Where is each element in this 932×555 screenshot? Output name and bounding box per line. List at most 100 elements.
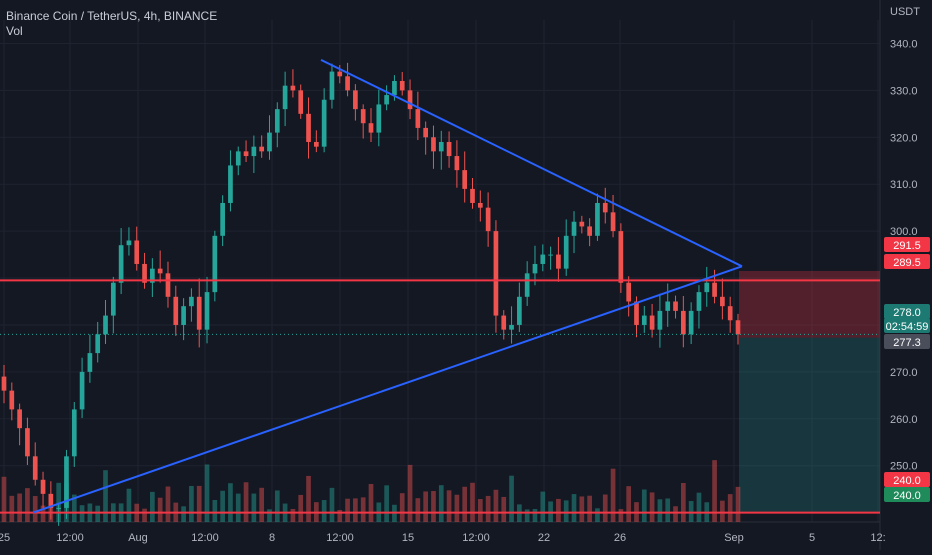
- volume-bar: [431, 491, 436, 522]
- candle-body: [563, 235, 569, 269]
- candle-body: [407, 90, 413, 110]
- candle-body: [126, 240, 132, 246]
- candle-body: [493, 231, 499, 316]
- volume-bar: [337, 509, 343, 522]
- candle-body: [641, 315, 647, 325]
- volume-bar: [493, 489, 499, 522]
- price-tag-box: [884, 472, 930, 487]
- candle-body: [392, 80, 397, 96]
- price-tick-label: 340.0: [890, 38, 918, 50]
- candle-body: [454, 156, 460, 171]
- candle-body: [524, 273, 530, 297]
- volume-bar: [579, 496, 585, 522]
- candle-body: [267, 132, 272, 152]
- price-tick-label: 250.0: [890, 461, 918, 473]
- candle-body: [32, 456, 38, 480]
- volume-bar: [657, 499, 663, 522]
- candle-body: [134, 240, 140, 264]
- volume-bar: [212, 499, 218, 522]
- candle-body: [415, 109, 421, 128]
- candle-body: [204, 292, 210, 330]
- time-tick-label: 12:00: [191, 532, 219, 544]
- volume-bar: [618, 509, 624, 522]
- candle-body: [290, 85, 296, 91]
- price-tag-box: [884, 304, 930, 319]
- candle-body: [228, 165, 233, 203]
- time-tick-label: 12:: [870, 532, 885, 544]
- candle-body: [438, 141, 444, 152]
- price-tag-label: 291.5: [893, 240, 921, 252]
- candle-body: [298, 90, 304, 114]
- candle-body: [704, 282, 710, 293]
- candle-body: [259, 146, 265, 152]
- volume-bar: [540, 491, 546, 522]
- volume-bar: [524, 509, 530, 522]
- candle-body: [345, 76, 350, 91]
- volume-bar: [649, 492, 655, 522]
- symbol-title: Binance Coin / TetherUS, 4h, BINANCE: [6, 9, 218, 23]
- volume-bar: [360, 497, 366, 522]
- candle-body: [40, 479, 46, 494]
- price-tag-box: [884, 487, 930, 502]
- candle-body: [71, 409, 77, 457]
- volume-bar: [298, 494, 304, 522]
- volume-bar: [235, 493, 241, 522]
- volume-bar: [423, 491, 429, 522]
- volume-bar: [563, 500, 569, 522]
- volume-bar: [477, 499, 483, 522]
- volume-bar: [9, 495, 15, 522]
- candle-body: [688, 310, 694, 335]
- volume-bar: [727, 494, 733, 522]
- price-tick-label: 310.0: [890, 179, 918, 191]
- candle-body: [95, 334, 101, 354]
- price-tag-box: [884, 237, 930, 252]
- candle-body: [9, 390, 15, 410]
- volume-bar: [17, 493, 22, 522]
- volume-bar: [204, 464, 210, 522]
- volume-bar: [165, 486, 171, 522]
- candle-body: [501, 315, 507, 330]
- candle-body: [423, 127, 429, 138]
- volume-bar: [470, 482, 475, 522]
- volume-bar: [556, 498, 561, 522]
- candle-body: [243, 151, 249, 157]
- candle-body: [610, 212, 616, 232]
- candle-body: [181, 306, 186, 325]
- volume-bar: [415, 498, 421, 522]
- volume-bar: [384, 485, 389, 522]
- candle-body: [602, 202, 608, 213]
- volume-bar: [610, 468, 616, 522]
- candle-body: [376, 104, 382, 133]
- price-tag-label: 277.3: [893, 337, 921, 349]
- volume-bar: [673, 506, 678, 522]
- candle-body: [595, 202, 600, 236]
- volume-bar: [454, 494, 460, 522]
- candle-body: [282, 85, 288, 110]
- candle-body: [220, 202, 225, 236]
- volume-bar: [56, 482, 62, 522]
- price-tag-label: 289.5: [893, 257, 921, 269]
- candle-body: [17, 409, 22, 429]
- volume-bar: [95, 505, 101, 522]
- candle-body: [548, 254, 553, 256]
- volume-bar: [438, 485, 444, 522]
- candle-body: [306, 113, 311, 142]
- candle-body: [735, 320, 741, 335]
- price-tick-label: 330.0: [890, 85, 918, 97]
- candle-body: [212, 235, 218, 293]
- volume-bar: [306, 475, 311, 522]
- volume-bar: [228, 483, 233, 522]
- candle-body: [431, 137, 436, 152]
- time-tick-label: 5: [809, 532, 815, 544]
- volume-bar: [735, 486, 741, 522]
- volume-bar: [680, 482, 686, 522]
- candle-body: [556, 254, 561, 269]
- candle-body: [64, 456, 69, 508]
- candle-body: [274, 109, 280, 133]
- candle-body: [196, 296, 202, 330]
- volume-bar: [509, 475, 514, 522]
- volume-label: Vol: [6, 24, 23, 38]
- volume-bar: [150, 491, 155, 522]
